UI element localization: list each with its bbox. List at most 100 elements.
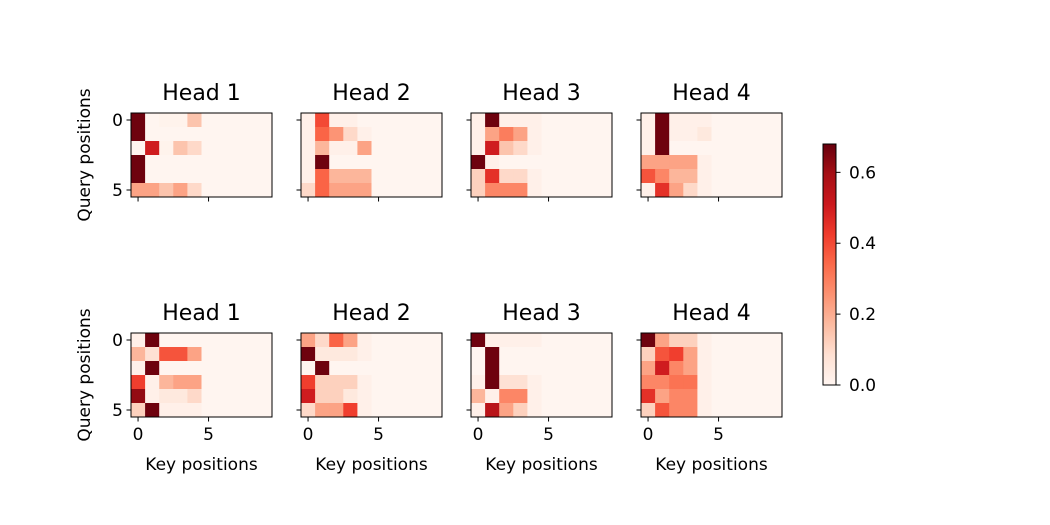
heatmap-cell [301, 183, 316, 198]
heatmap-cell [541, 127, 556, 142]
heatmap-cell [229, 361, 245, 376]
heatmap-cell [555, 169, 571, 184]
heatmap-cell [413, 127, 429, 142]
heatmap-cell [471, 347, 486, 362]
heatmap-cell [159, 389, 174, 404]
heatmap-cell [243, 169, 259, 184]
heatmap-cell [343, 389, 358, 404]
heatmap-cell [697, 113, 712, 128]
heatmap-cell [243, 113, 259, 128]
heatmap-cell [513, 375, 528, 390]
heatmap-cell [201, 113, 216, 128]
axes-frame [470, 112, 613, 198]
heatmap-cell [427, 183, 443, 198]
x-tick-label: 0 [133, 425, 144, 445]
heatmap-cell [131, 113, 146, 128]
heatmap-cell [201, 183, 216, 198]
heatmap-cell [669, 113, 684, 128]
heatmap-cell [641, 347, 656, 362]
heatmap-cell [159, 361, 174, 376]
heatmap-cell [541, 403, 556, 418]
heatmap-cell [371, 127, 386, 142]
heatmap-cell [597, 127, 613, 142]
heatmap-cell [229, 169, 245, 184]
heatmap-cell [583, 333, 599, 348]
heatmap-cell [131, 403, 146, 418]
heatmap-cell [569, 183, 585, 198]
heatmap-cell [499, 127, 514, 142]
heatmap-cell [725, 375, 741, 390]
heatmap-cell [725, 403, 741, 418]
heatmap-cell [753, 183, 769, 198]
heatmap-cell [159, 155, 174, 170]
heatmap-cell [385, 361, 401, 376]
heatmap-cell [697, 389, 712, 404]
heatmap-cell [725, 141, 741, 156]
heatmap-cell [329, 141, 344, 156]
heatmap-cell [399, 361, 415, 376]
heatmap-cell [371, 169, 386, 184]
heatmap-cell [201, 389, 216, 404]
heatmap-cell [427, 389, 443, 404]
heatmap-cell [569, 375, 585, 390]
heatmap-cell [427, 127, 443, 142]
heatmap-cell [541, 347, 556, 362]
heatmap-cell [655, 169, 670, 184]
heatmap-cell [385, 141, 401, 156]
heatmap-cell [641, 333, 656, 348]
heatmap-cell [513, 333, 528, 348]
x-axis-label: Key positions [145, 455, 258, 475]
heatmap-cell [697, 347, 712, 362]
heatmap-cell [725, 127, 741, 142]
heatmap-cell [683, 169, 698, 184]
heatmap-cell [527, 403, 542, 418]
heatmap-cell [159, 113, 174, 128]
heatmap-cell [641, 141, 656, 156]
heatmap-cell [173, 155, 188, 170]
heatmap-cell [371, 361, 386, 376]
heatmap-cell [145, 347, 160, 362]
heatmap-panel: Head 1 0 5 Query positions [75, 81, 273, 222]
axes-frame [300, 112, 443, 198]
heatmap-cell [753, 333, 769, 348]
heatmap-cell [329, 169, 344, 184]
heatmap-cell [683, 113, 698, 128]
heatmap-cell [555, 113, 571, 128]
heatmap-cell [357, 375, 372, 390]
heatmap-cell [427, 333, 443, 348]
heatmap-cell [499, 333, 514, 348]
heatmap-cell [173, 141, 188, 156]
heatmap-cell [739, 169, 755, 184]
heatmap-cell [499, 375, 514, 390]
heatmap-cell [187, 361, 202, 376]
heatmap-cell [145, 169, 160, 184]
axes-frame [640, 332, 783, 418]
heatmap-cell [329, 403, 344, 418]
heatmap-cell [385, 375, 401, 390]
heatmap-cell [485, 155, 500, 170]
heatmap-cell [357, 389, 372, 404]
heatmap-cell [413, 403, 429, 418]
colorbar-tick-label: 0.4 [849, 234, 876, 254]
heatmap-cell [399, 169, 415, 184]
y-axis-label: Query positions [75, 308, 95, 441]
heatmap-cell [583, 113, 599, 128]
heatmap-cell [201, 155, 216, 170]
heatmap-cell [257, 389, 273, 404]
heatmap-cell [329, 127, 344, 142]
heatmap-cell [641, 375, 656, 390]
heatmap-cell [243, 403, 259, 418]
heatmap-cell [131, 361, 146, 376]
heatmap-cell [173, 347, 188, 362]
heatmap-cell [201, 127, 216, 142]
heatmap-cell [399, 183, 415, 198]
heatmap-cell [315, 333, 330, 348]
heatmap-cell [329, 389, 344, 404]
heatmap-cell [229, 333, 245, 348]
heatmap-cell [683, 347, 698, 362]
heatmap-cell [513, 389, 528, 404]
heatmap-cell [711, 375, 726, 390]
heatmap-cell [399, 127, 415, 142]
heatmap-cell [229, 403, 245, 418]
heatmap-cell [541, 375, 556, 390]
